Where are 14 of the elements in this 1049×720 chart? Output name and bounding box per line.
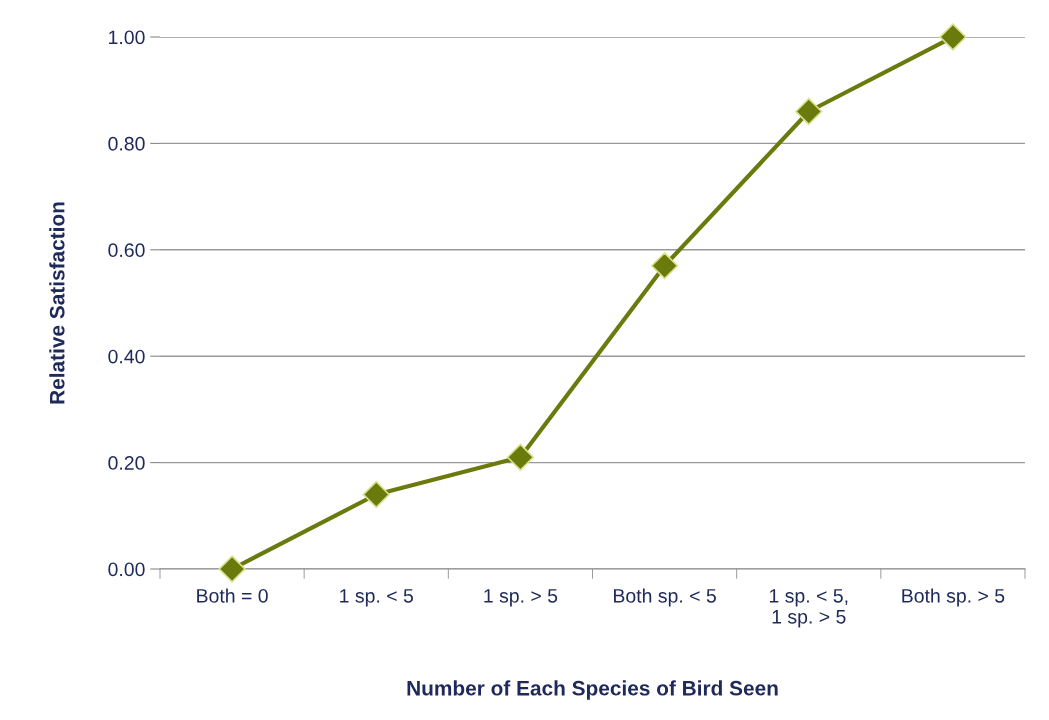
y-tick-label: 1.00: [109, 30, 145, 45]
y-tick-label: 0.60: [108, 243, 145, 258]
y-tick-label: 0.20: [108, 456, 145, 470]
y-axis-title: Relative Satisfaction: [49, 202, 65, 404]
x-tick-label: Both sp. < 5: [614, 588, 716, 607]
y-tick-label: 0.80: [108, 136, 145, 151]
x-tick-label: 1 sp. > 5: [484, 589, 558, 607]
y-tick-label: 0.40: [108, 349, 145, 364]
y-tick-label: 0.00: [108, 562, 145, 577]
x-tick-label: 1 sp. < 5, 1 sp. > 5: [769, 589, 848, 628]
x-axis-title: Number of Each Species of Bird Seen: [407, 680, 778, 700]
x-tick-label: 1 sp. < 5: [340, 589, 413, 607]
x-tick-label: Both = 0: [197, 588, 268, 603]
x-tick-label: Both sp. > 5: [902, 588, 1005, 607]
